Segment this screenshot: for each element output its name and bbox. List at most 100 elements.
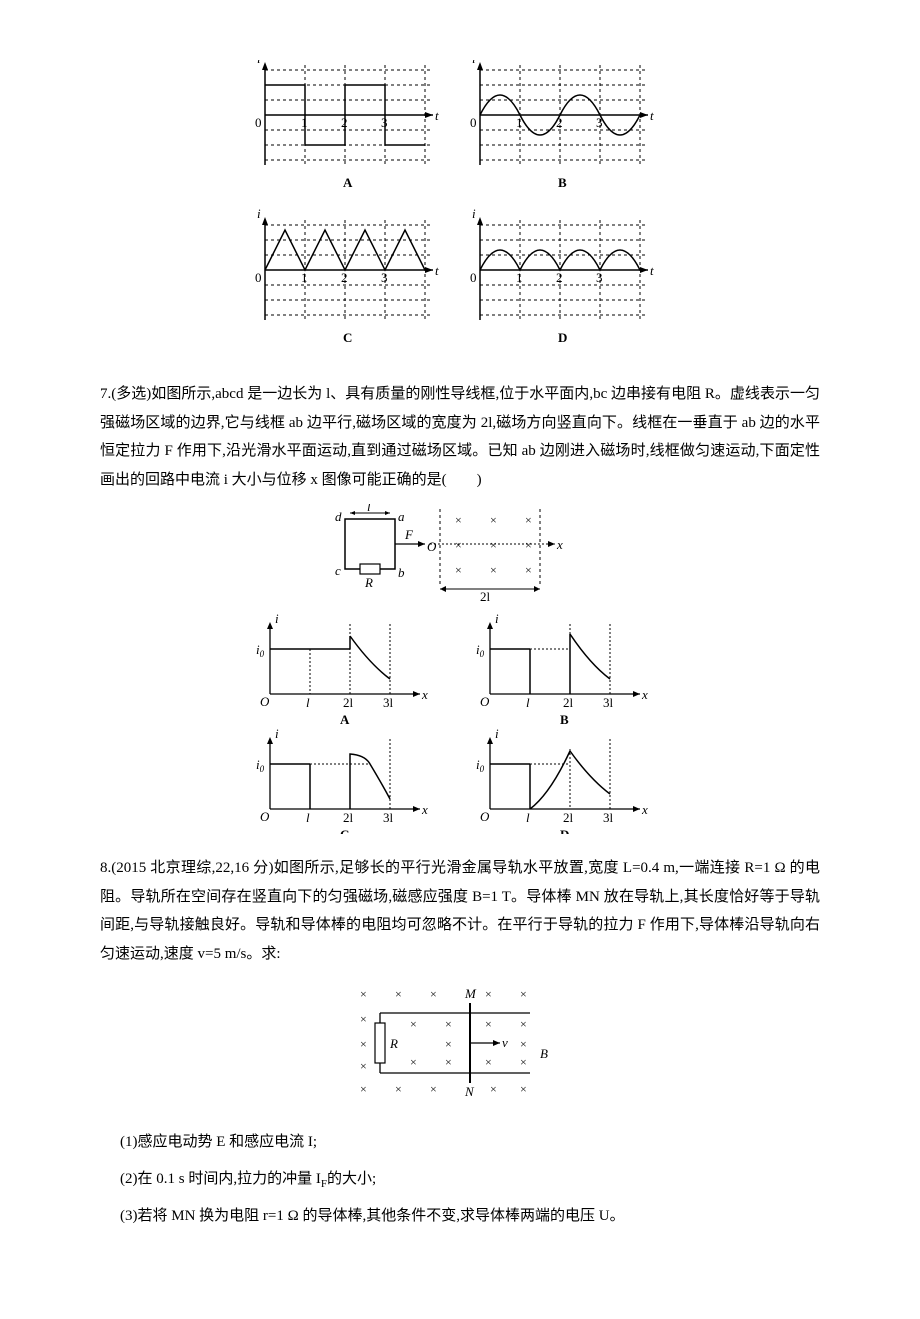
axis-i: i (257, 60, 261, 66)
svg-text:C: C (340, 827, 349, 834)
svg-text:×: × (410, 1017, 417, 1031)
svg-text:1: 1 (301, 115, 308, 130)
svg-text:b: b (398, 565, 405, 580)
svg-text:×: × (520, 1082, 527, 1096)
svg-text:R: R (389, 1036, 398, 1051)
svg-text:×: × (430, 987, 437, 1001)
svg-text:2: 2 (556, 270, 563, 285)
svg-text:M: M (464, 986, 477, 1001)
svg-text:2l: 2l (563, 810, 574, 825)
svg-text:×: × (490, 563, 497, 577)
svg-text:×: × (445, 1017, 452, 1031)
panel-label: A (343, 175, 353, 190)
svg-text:×: × (520, 1017, 527, 1031)
svg-text:i0: i0 (476, 757, 485, 774)
svg-text:O: O (260, 694, 270, 709)
svg-text:D: D (560, 827, 569, 834)
svg-text:×: × (455, 513, 462, 527)
svg-text:i: i (472, 60, 476, 66)
svg-text:×: × (490, 538, 497, 552)
svg-text:2: 2 (341, 115, 348, 130)
q6-figure: i t 0 1 2 3 A i t 0 1 2 3 (100, 60, 820, 360)
svg-text:B: B (540, 1046, 548, 1061)
svg-text:×: × (485, 987, 492, 1001)
svg-text:v: v (502, 1035, 508, 1050)
svg-text:2: 2 (341, 270, 348, 285)
svg-text:O: O (480, 809, 490, 824)
q8-svg: R M N v B ××××× ××××× ××× ××××× ××××× (350, 978, 570, 1108)
svg-text:d: d (335, 509, 342, 524)
svg-text:3l: 3l (603, 810, 614, 825)
svg-text:×: × (520, 1037, 527, 1051)
svg-text:x: x (556, 537, 563, 552)
svg-text:2l: 2l (480, 589, 491, 604)
svg-text:×: × (395, 987, 402, 1001)
svg-text:i: i (472, 206, 476, 221)
svg-text:2l: 2l (563, 695, 574, 710)
svg-text:1: 1 (516, 270, 523, 285)
svg-text:3: 3 (596, 115, 603, 130)
svg-text:×: × (490, 1082, 497, 1096)
svg-text:×: × (360, 1012, 367, 1026)
zero: 0 (255, 115, 262, 130)
svg-text:R: R (364, 575, 373, 590)
svg-text:i0: i0 (256, 642, 265, 659)
q7-figure: R d a c b l F O (100, 504, 820, 834)
svg-text:t: t (650, 108, 654, 123)
svg-text:B: B (558, 175, 567, 190)
q8-s2: (2)在 0.1 s 时间内,拉力的冲量 IF的大小; (120, 1165, 820, 1195)
svg-text:×: × (525, 563, 532, 577)
svg-text:×: × (430, 1082, 437, 1096)
svg-text:B: B (560, 712, 569, 727)
svg-text:×: × (525, 538, 532, 552)
svg-text:t: t (435, 263, 439, 278)
q8-s3: (3)若将 MN 换为电阻 r=1 Ω 的导体棒,其他条件不变,求导体棒两端的电… (120, 1202, 820, 1231)
svg-text:×: × (520, 987, 527, 1001)
svg-text:×: × (360, 987, 367, 1001)
q7-svg: R d a c b l F O (245, 504, 675, 834)
svg-text:x: x (641, 802, 648, 817)
svg-text:×: × (360, 1082, 367, 1096)
svg-text:×: × (410, 1055, 417, 1069)
svg-text:A: A (340, 712, 350, 727)
svg-text:×: × (445, 1055, 452, 1069)
svg-text:2l: 2l (343, 695, 354, 710)
svg-text:2: 2 (556, 115, 563, 130)
svg-text:x: x (421, 802, 428, 817)
svg-text:i0: i0 (256, 757, 265, 774)
svg-text:×: × (525, 513, 532, 527)
svg-text:×: × (485, 1017, 492, 1031)
svg-text:N: N (464, 1084, 475, 1099)
svg-text:C: C (343, 330, 352, 345)
svg-text:3: 3 (381, 115, 388, 130)
svg-text:3l: 3l (383, 695, 394, 710)
svg-text:×: × (520, 1055, 527, 1069)
svg-text:O: O (427, 539, 437, 554)
svg-text:×: × (455, 538, 462, 552)
q8-s1: (1)感应电动势 E 和感应电流 I; (120, 1128, 820, 1157)
svg-text:×: × (490, 513, 497, 527)
svg-text:l: l (306, 810, 310, 825)
svg-text:i: i (275, 726, 279, 741)
svg-text:1: 1 (301, 270, 308, 285)
svg-text:×: × (445, 1037, 452, 1051)
svg-text:3l: 3l (603, 695, 614, 710)
svg-text:i: i (495, 611, 499, 626)
svg-text:×: × (360, 1059, 367, 1073)
svg-text:D: D (558, 330, 567, 345)
q8-text: 8.(2015 北京理综,22,16 分)如图所示,足够长的平行光滑金属导轨水平… (100, 854, 820, 968)
svg-text:O: O (480, 694, 490, 709)
q8-subquestions: (1)感应电动势 E 和感应电流 I; (2)在 0.1 s 时间内,拉力的冲量… (120, 1128, 820, 1231)
q6-graphs-svg: i t 0 1 2 3 A i t 0 1 2 3 (245, 60, 675, 360)
svg-text:l: l (306, 695, 310, 710)
svg-text:l: l (526, 695, 530, 710)
svg-text:F: F (404, 527, 414, 542)
svg-text:O: O (260, 809, 270, 824)
svg-text:t: t (650, 263, 654, 278)
svg-text:×: × (395, 1082, 402, 1096)
page: i t 0 1 2 3 A i t 0 1 2 3 (0, 0, 920, 1319)
svg-text:0: 0 (470, 115, 477, 130)
svg-text:i: i (257, 206, 261, 221)
svg-text:x: x (641, 687, 648, 702)
svg-text:3l: 3l (383, 810, 394, 825)
